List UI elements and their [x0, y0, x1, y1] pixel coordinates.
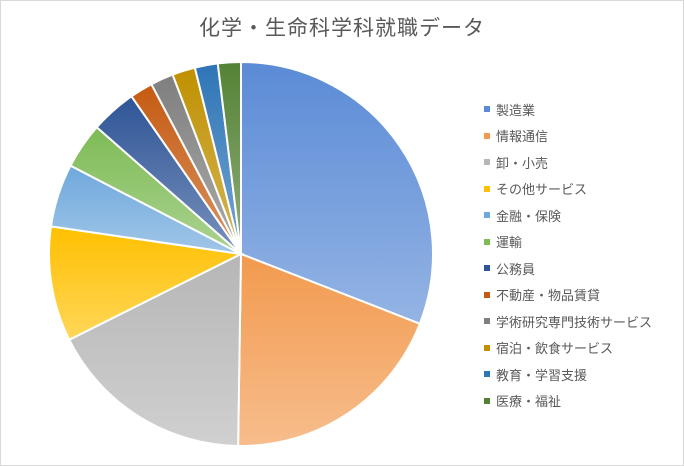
legend-swatch	[484, 212, 490, 219]
legend-swatch	[484, 344, 490, 351]
legend-label: 公務員	[496, 262, 536, 278]
legend-swatch	[484, 106, 490, 113]
legend-label: その他サービス	[496, 183, 588, 199]
pie-slice-3	[67, 252, 243, 447]
legend-item: 医療・福祉	[484, 388, 652, 415]
legend-label: 不動産・物品賃貸	[496, 289, 601, 305]
legend-item: 教育・学習支援	[484, 361, 652, 388]
legend-swatch	[484, 397, 490, 404]
legend-item: その他サービス	[484, 176, 652, 203]
chart-title: 化学・生命科学科就職データ	[199, 16, 485, 40]
legend-item: 金融・保険	[484, 202, 652, 229]
legend-label: 卸・小売	[496, 156, 549, 172]
legend-label: 学術研究専門技術サービス	[496, 315, 653, 331]
legend-label: 教育・学習支援	[496, 368, 588, 384]
legend-item: 運輸	[484, 229, 652, 256]
legend: 製造業情報通信卸・小売その他サービス 金融・保険運輸公務員不動産・物品賃貸学術研究…	[484, 96, 652, 414]
legend-label: 情報通信	[496, 130, 549, 146]
legend-item: 学術研究専門技術サービス	[484, 308, 652, 335]
legend-swatch	[484, 371, 490, 378]
legend-label: 医療・福祉	[496, 395, 562, 411]
pie-slice-1	[240, 60, 434, 326]
legend-swatch	[484, 238, 490, 245]
legend-item: 卸・小売	[484, 149, 652, 176]
legend-swatch	[484, 132, 490, 139]
legend-item: 製造業	[484, 96, 652, 123]
legend-label: 金融・保険	[496, 209, 562, 225]
legend-item: 情報通信	[484, 123, 652, 150]
legend-swatch	[484, 159, 490, 166]
legend-label: 運輸	[496, 236, 523, 252]
legend-swatch	[484, 318, 490, 325]
legend-swatch	[484, 185, 490, 192]
legend-item: 不動産・物品賃貸	[484, 282, 652, 309]
legend-swatch	[484, 291, 490, 298]
pie-slice-4	[48, 225, 245, 342]
legend-item: 公務員	[484, 255, 652, 282]
legend-swatch	[484, 265, 490, 272]
legend-label: 製造業	[496, 103, 536, 119]
legend-label: 宿泊・飲食サービス	[496, 342, 614, 358]
legend-item: 宿泊・飲食サービス	[484, 335, 652, 362]
pie-slice-12	[216, 60, 242, 255]
pie-slice-2	[237, 252, 422, 447]
